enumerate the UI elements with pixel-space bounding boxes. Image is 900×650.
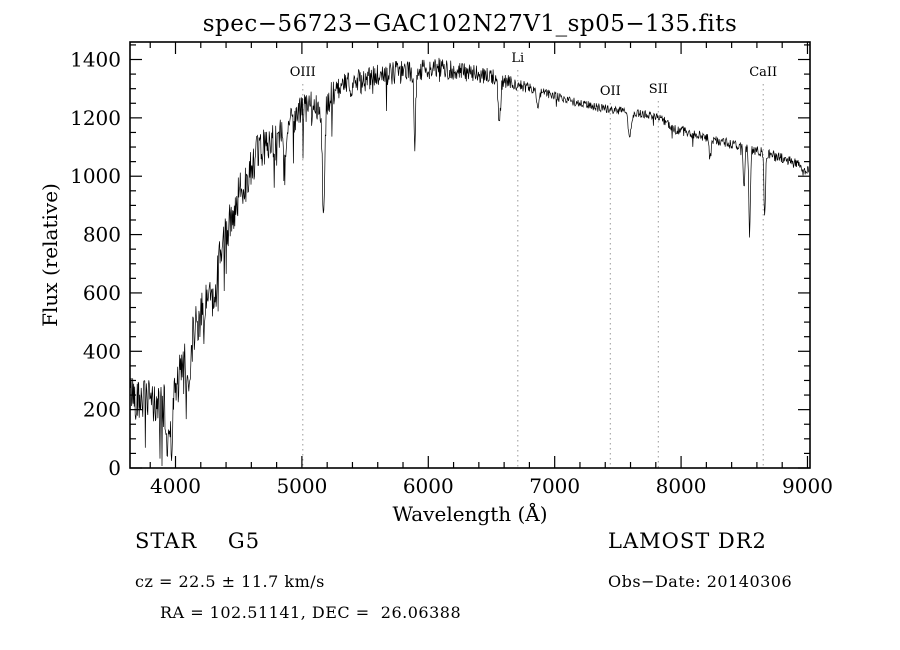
spectral-line-label: Li [511, 51, 524, 66]
survey-label: LAMOST DR2 [608, 529, 767, 553]
y-tick-label: 0 [108, 456, 121, 480]
y-tick-label: 1400 [70, 48, 121, 72]
y-tick-label: 600 [83, 281, 121, 305]
x-tick-label: 7000 [529, 474, 580, 498]
spectral-line-label: SII [649, 82, 668, 97]
y-tick-label: 1200 [70, 106, 121, 130]
plot-frame [129, 41, 811, 469]
y-tick-label: 1000 [70, 164, 121, 188]
x-tick-label: 6000 [403, 474, 454, 498]
x-tick-label: 9000 [782, 474, 833, 498]
y-tick-label: 200 [83, 398, 121, 422]
spectrum-trace [130, 57, 810, 467]
cz-value: cz = 22.5 ± 11.7 km/s [135, 572, 325, 591]
x-axis-label: Wavelength (Å) [392, 501, 547, 526]
object-class-label: STAR G5 [135, 529, 261, 553]
y-axis-label: Flux (relative) [38, 183, 62, 327]
ra-dec-value: RA = 102.51141, DEC = 26.06388 [160, 603, 462, 622]
x-tick-label: 4000 [150, 474, 201, 498]
plot-title: spec−56723−GAC102N27V1_sp05−135.fits [203, 11, 738, 37]
obs-date-value: Obs−Date: 20140306 [608, 572, 793, 591]
y-tick-label: 400 [83, 339, 121, 363]
x-tick-label: 8000 [656, 474, 707, 498]
spectral-line-label: OII [600, 84, 621, 99]
x-tick-label: 5000 [276, 474, 327, 498]
spectral-line-label: OIII [290, 65, 316, 80]
spectral-line-label: CaII [749, 65, 777, 80]
y-tick-label: 800 [83, 223, 121, 247]
